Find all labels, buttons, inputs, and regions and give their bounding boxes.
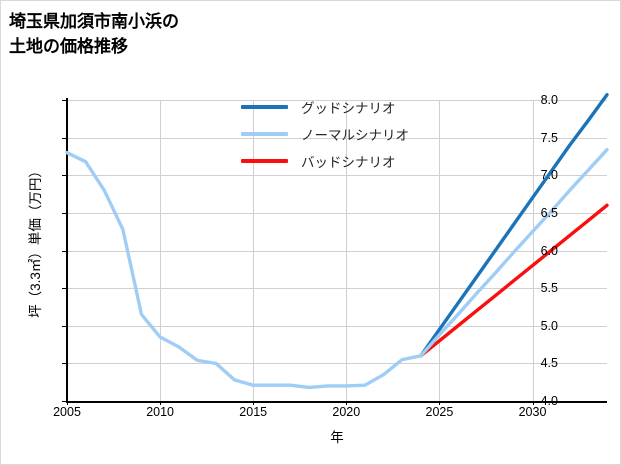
y-tick-mark: [62, 363, 66, 365]
gridline-horizontal: [67, 137, 607, 139]
x-tick-mark: [253, 401, 255, 405]
gridline-vertical: [439, 100, 441, 401]
y-tick-label: 8.0: [540, 93, 558, 107]
y-tick-mark: [62, 175, 66, 177]
y-tick-label: 4.5: [540, 356, 558, 371]
gridline-horizontal: [67, 288, 607, 290]
gridline-vertical: [160, 100, 162, 401]
y-tick-mark: [62, 325, 66, 327]
gridline-horizontal: [67, 212, 607, 214]
x-tick-label: 2030: [518, 405, 547, 419]
legend-color-swatch: [241, 131, 288, 136]
y-tick-mark: [62, 137, 66, 139]
x-tick-mark: [346, 401, 348, 405]
legend-color-swatch: [241, 158, 288, 163]
series-line: [65, 147, 609, 390]
y-tick-label: 4.0: [540, 394, 558, 408]
y-tick-label: 6.5: [540, 205, 558, 220]
y-tick-label: 5.5: [540, 281, 558, 296]
x-tick-label: 2020: [332, 405, 361, 419]
x-tick-mark: [439, 401, 441, 405]
x-tick-label: 2010: [146, 405, 174, 419]
gridline-vertical: [532, 100, 534, 401]
series-layer: [65, 93, 609, 390]
gridline-horizontal: [67, 175, 607, 177]
x-axis-label: 年: [330, 430, 344, 445]
y-axis-label: 坪（3.3㎡）単価（万円）: [28, 164, 43, 318]
chart-legend: グッドシナリオ ノーマルシナリオ バッドシナリオ: [241, 93, 461, 174]
legend-item-label: バッドシナリオ: [301, 154, 396, 170]
x-tick-mark: [532, 401, 534, 405]
gridline-horizontal: [67, 363, 607, 365]
series-line: [419, 93, 609, 358]
y-tick-label: 5.0: [540, 318, 558, 333]
gridline-vertical: [253, 100, 255, 401]
gridline-horizontal: [67, 325, 607, 327]
gridline-horizontal: [67, 100, 607, 101]
y-tick-label: 6.0: [540, 243, 558, 258]
y-tick-mark: [62, 250, 66, 252]
y-tick-label: 7.0: [540, 168, 558, 183]
legend-item[interactable]: グッドシナリオ: [241, 93, 461, 120]
y-tick-mark: [62, 100, 66, 101]
x-tick-label: 2005: [53, 405, 81, 419]
gridline-horizontal: [67, 250, 607, 252]
page-title: 埼玉県加須市南小浜の 土地の価格推移: [9, 12, 179, 56]
series-line: [419, 203, 609, 358]
x-tick-label: 2025: [425, 405, 454, 419]
x-tick-label: 2015: [239, 405, 268, 419]
legend-item-label: グッドシナリオ: [301, 100, 396, 116]
y-tick-mark: [62, 212, 66, 214]
legend-color-swatch: [241, 104, 288, 109]
y-tick-mark: [62, 401, 66, 402]
legend-item[interactable]: ノーマルシナリオ: [241, 120, 461, 147]
legend-item-label: ノーマルシナリオ: [301, 127, 409, 143]
y-tick-mark: [62, 288, 66, 290]
legend-item[interactable]: バッドシナリオ: [241, 147, 461, 174]
gridline-vertical: [346, 100, 348, 401]
x-tick-mark: [160, 401, 162, 405]
x-axis-spine: [66, 401, 607, 403]
y-tick-label: 7.5: [540, 130, 558, 145]
y-axis-spine: [66, 98, 68, 403]
x-tick-mark: [67, 401, 68, 405]
